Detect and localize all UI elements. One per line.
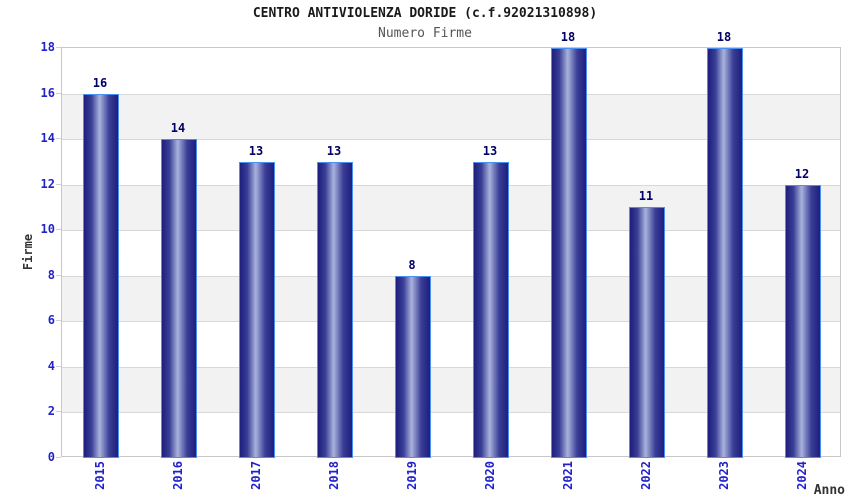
y-tick-mark bbox=[56, 183, 61, 185]
y-tick-label: 6 bbox=[47, 313, 55, 328]
y-tick-label: 12 bbox=[40, 176, 55, 191]
bar bbox=[785, 184, 821, 458]
gridline bbox=[62, 321, 840, 323]
gridline bbox=[62, 139, 840, 141]
x-tick-label: 2023 bbox=[717, 461, 731, 490]
plot-area bbox=[61, 47, 841, 458]
gridline bbox=[62, 93, 840, 95]
bar bbox=[83, 93, 119, 458]
bar-value-label: 13 bbox=[248, 143, 264, 158]
y-tick-label: 18 bbox=[40, 40, 55, 54]
y-tick-mark bbox=[56, 47, 61, 48]
y-tick-mark bbox=[56, 320, 61, 322]
bar-value-label: 13 bbox=[482, 143, 498, 158]
gridline bbox=[62, 230, 840, 232]
y-tick-mark bbox=[56, 229, 61, 231]
x-tick-label: 2021 bbox=[561, 461, 575, 490]
bar-value-label: 12 bbox=[794, 166, 810, 181]
x-tick-label: 2022 bbox=[639, 461, 653, 490]
bar-value-label: 8 bbox=[408, 257, 416, 272]
y-tick-label: 8 bbox=[47, 267, 55, 282]
x-tick-label: 2018 bbox=[327, 461, 341, 490]
gridline bbox=[62, 366, 840, 368]
bar bbox=[629, 207, 665, 458]
x-tick-label: 2024 bbox=[795, 461, 809, 490]
x-tick-label: 2020 bbox=[483, 461, 497, 490]
x-tick-label: 2016 bbox=[171, 461, 185, 490]
x-axis-title: Anno bbox=[813, 483, 845, 498]
y-tick-mark bbox=[56, 138, 61, 140]
y-tick-mark bbox=[56, 92, 61, 94]
y-tick-label: 14 bbox=[40, 131, 55, 146]
x-tick-label: 2019 bbox=[405, 461, 419, 490]
y-tick-mark bbox=[56, 411, 61, 413]
bar-value-label: 16 bbox=[92, 75, 108, 90]
bar bbox=[239, 161, 275, 458]
y-axis-title: Firme bbox=[21, 233, 35, 271]
y-tick-label: 2 bbox=[47, 404, 55, 419]
bar bbox=[473, 161, 509, 458]
bar bbox=[395, 275, 431, 458]
bar-value-label: 18 bbox=[560, 30, 576, 44]
bar bbox=[161, 139, 197, 458]
chart-subtitle: Numero Firme bbox=[378, 26, 472, 41]
bar-value-label: 14 bbox=[170, 121, 186, 136]
y-tick-mark bbox=[56, 274, 61, 276]
y-tick-label: 0 bbox=[47, 450, 55, 464]
bar bbox=[551, 48, 587, 458]
bar-value-label: 11 bbox=[638, 189, 654, 204]
x-tick-label: 2015 bbox=[93, 461, 107, 490]
y-tick-label: 10 bbox=[40, 222, 55, 237]
bar bbox=[707, 48, 743, 458]
bar-value-label: 18 bbox=[716, 30, 732, 44]
y-tick-label: 4 bbox=[47, 358, 55, 373]
gridline bbox=[62, 184, 840, 186]
y-tick-label: 16 bbox=[40, 85, 55, 100]
bar-value-label: 13 bbox=[326, 143, 342, 158]
y-tick-mark bbox=[56, 457, 61, 458]
gridline bbox=[62, 275, 840, 277]
y-tick-mark bbox=[56, 365, 61, 367]
x-tick-label: 2017 bbox=[249, 461, 263, 490]
bar bbox=[317, 161, 353, 458]
gridline bbox=[62, 412, 840, 414]
chart-title: CENTRO ANTIVIOLENZA DORIDE (c.f.92021310… bbox=[252, 6, 598, 21]
